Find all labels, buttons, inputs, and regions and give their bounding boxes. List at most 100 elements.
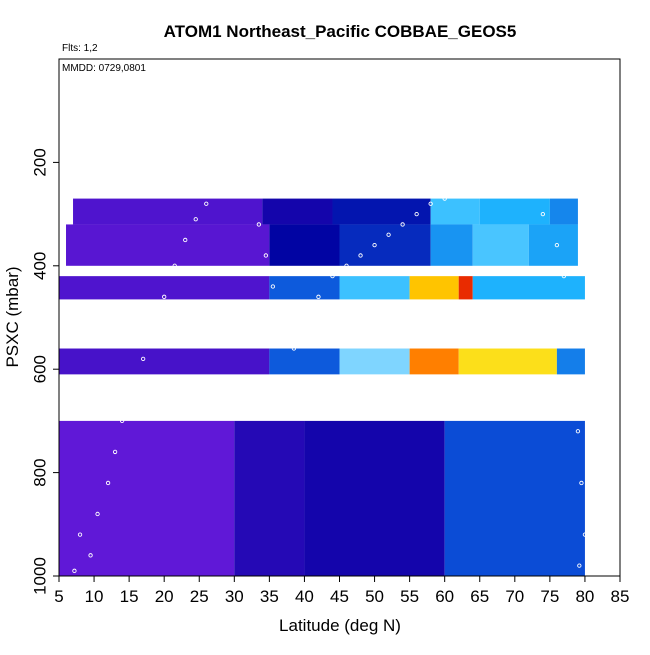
heatmap-cell [269,224,340,266]
heatmap-cell [458,348,557,375]
heatmap-cell [262,198,333,225]
x-tick-label: 30 [225,587,244,606]
flight-track-point [512,180,517,186]
heatmap-cell [66,224,270,266]
heatmap-cell [430,224,473,266]
flight-track-point [575,429,581,434]
flight-track-point [140,356,146,362]
heatmap-cell [409,348,459,375]
x-tick-label: 10 [85,587,104,606]
heatmap-cell [409,276,459,300]
flight-track-point [302,325,307,330]
heatmap-cell [479,198,550,225]
heatmap-cell [444,420,585,576]
flight-track-point [162,294,167,299]
flight-track-point [400,222,405,227]
flight-track-point [561,273,567,279]
heatmap-cell [59,348,270,375]
plot-area [59,160,588,576]
x-tick-label: 55 [400,587,419,606]
y-tick-label: 400 [30,252,49,280]
x-tick-label: 25 [190,587,209,606]
heatmap-cell [556,348,585,375]
flight-track-point [112,449,118,455]
heatmap-cell [472,276,585,300]
flight-track-point [214,180,219,186]
flight-track-point [414,211,419,217]
flight-track-point [204,201,209,206]
flight-track-point [249,191,254,196]
flight-track-point [358,253,363,258]
x-tick-label: 5 [54,587,63,606]
flight-track-point [77,532,83,537]
y-axis: 200 400 600 800 1000 [30,148,59,595]
heatmap-cell [339,276,410,300]
x-tick-label: 20 [155,587,174,606]
heatmap-cell [73,198,263,225]
y-axis-label: PSXC (mbar) [3,266,22,367]
y-tick-label: 1000 [30,557,49,595]
heatmap-cell [458,276,473,300]
flight-track-point [105,480,111,486]
flight-track-point [540,211,546,217]
heatmap-cell [339,224,431,266]
flight-track-point [526,191,531,196]
flight-track-point [183,237,188,243]
flight-track-point [242,170,247,175]
y-tick-label: 600 [30,355,49,383]
chart-title: ATOM1 Northeast_Pacific COBBAE_GEOS5 [164,22,517,41]
flight-track-point [284,336,290,341]
flight-track-point [344,263,349,268]
flight-track-point [554,242,560,248]
flight-track-point [386,232,391,237]
flight-track-point [484,180,489,186]
flight-track-point [72,568,77,573]
flight-track-point [372,242,377,248]
flight-track-point [172,263,177,268]
x-tick-label: 65 [470,587,489,606]
flight-track-point [442,196,447,201]
flight-track-point [151,325,156,330]
flight-track-point [582,532,588,537]
flight-track-point [291,346,297,351]
flight-track-point [235,160,240,165]
heatmap-cell [59,420,235,576]
heatmap-cell [269,348,340,375]
flight-track-point [95,511,100,517]
x-tick-label: 85 [611,587,630,606]
flight-track-point [316,294,321,299]
flight-track-point [130,387,135,393]
heatmap-cell [430,198,480,225]
flight-track-point [270,284,276,289]
annotation-mmdd: MMDD: 0729,0801 [62,63,146,74]
heatmap-cell [304,420,445,576]
x-tick-label: 80 [575,587,594,606]
heatmap-cell [332,198,431,225]
flight-track-point [88,553,93,558]
flight-track-point [263,253,269,258]
flight-track-point [568,325,574,330]
flight-track-point [470,186,475,191]
x-tick-label: 50 [365,587,384,606]
flight-track-point [579,480,584,486]
x-axis-label: Latitude (deg N) [279,616,401,635]
flight-track-point [277,315,283,320]
annotation-flights: Flts: 1,2 [62,43,98,54]
x-tick-label: 75 [540,587,559,606]
x-tick-label: 35 [260,587,279,606]
flight-track-point [577,563,582,568]
x-tick-label: 60 [435,587,454,606]
flight-track-point [572,377,577,382]
heatmap-cell [59,276,270,300]
heatmap-cell [549,198,578,225]
flight-track-point [428,201,433,206]
flight-track-point [330,273,335,279]
x-tick-label: 40 [295,587,314,606]
heatmap-cell [472,224,529,266]
x-tick-label: 45 [330,587,349,606]
flight-track-point [119,418,125,424]
x-tick-label: 70 [505,587,524,606]
x-axis: 5 10 15 20 25 30 35 40 45 50 55 60 65 70 75 80 85 [54,576,629,606]
